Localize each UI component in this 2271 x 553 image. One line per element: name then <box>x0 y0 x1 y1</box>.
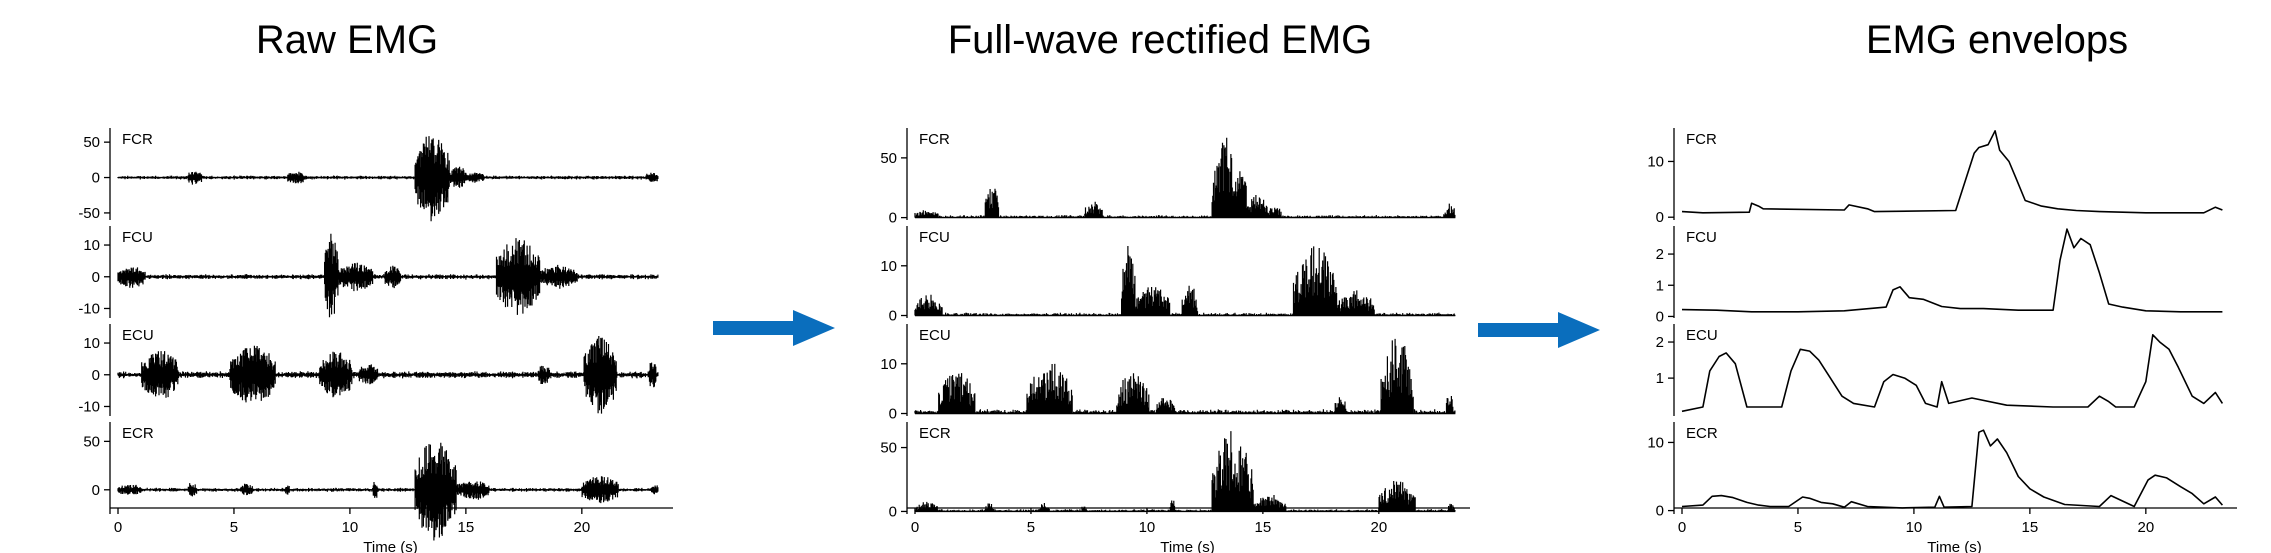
subplot-fcr: 0 10 FCR <box>1647 128 2223 226</box>
y-tick-label: -50 <box>78 205 100 222</box>
subplot-ecr: 0 50 ECR <box>880 422 1456 520</box>
process-arrow-1 <box>713 310 835 346</box>
y-tick-label: 10 <box>83 335 100 352</box>
chart-env: 0 10 FCR 0 1 2 FCU 1 2 ECU 0 10 ECR 0 5 10 15 20 Time (s) <box>1647 128 2237 553</box>
y-tick-label: 50 <box>83 134 100 151</box>
y-tick-label: 0 <box>889 406 897 423</box>
x-tick-label: 15 <box>1255 519 1272 536</box>
x-tick-label: 20 <box>2137 519 2154 536</box>
chart-rect: 0 50 FCR 0 10 FCU 0 10 ECU 0 50 ECR 0 5 10 15 20 Time (s) <box>880 128 1470 553</box>
y-tick-label: 0 <box>1656 503 1664 520</box>
chart-raw: -50 0 50 FCR -10 0 10 FCU -10 0 10 ECU 0 50 ECR 0 5 10 15 2… <box>78 128 673 553</box>
y-tick-label: 50 <box>83 433 100 450</box>
x-tick-label: 10 <box>1139 519 1156 536</box>
y-tick-label: 10 <box>83 237 100 254</box>
y-tick-label: -10 <box>78 398 100 415</box>
envelope-trace <box>1681 228 2223 313</box>
x-tick-label: 0 <box>1678 519 1686 536</box>
channel-label-ecu: ECU <box>1686 327 1718 344</box>
process-arrow-2 <box>1478 312 1600 348</box>
channel-label-ecr: ECR <box>919 425 951 442</box>
y-tick-label: 50 <box>880 150 897 167</box>
envelope-trace <box>1681 334 2224 413</box>
x-tick-label: 15 <box>2022 519 2039 536</box>
y-tick-label: 0 <box>92 367 100 384</box>
channel-label-fcr: FCR <box>122 131 153 148</box>
subplot-fcu: -10 0 10 FCU <box>78 226 659 318</box>
y-tick-label: 0 <box>1656 308 1664 325</box>
channel-label-ecr: ECR <box>122 425 154 442</box>
x-axis-label: Time (s) <box>1927 539 1981 553</box>
x-axis-label: Time (s) <box>363 539 417 553</box>
y-tick-label: 50 <box>880 440 897 457</box>
x-tick-label: 10 <box>1906 519 1923 536</box>
subplot-ecu: 0 10 ECU <box>880 324 1456 423</box>
emg-trace <box>914 246 1456 316</box>
channel-label-fcr: FCR <box>919 131 950 148</box>
x-tick-label: 5 <box>1027 519 1035 536</box>
emg-trace <box>914 338 1456 414</box>
channel-label-fcu: FCU <box>919 229 950 246</box>
y-tick-label: 10 <box>880 356 897 373</box>
envelope-trace <box>1681 429 2224 509</box>
y-tick-label: 10 <box>880 258 897 275</box>
subplot-ecu: -10 0 10 ECU <box>78 324 659 416</box>
y-tick-label: 10 <box>1647 434 1664 451</box>
panel-title-envelopes: EMG envelops <box>1865 18 2129 62</box>
x-tick-label: 5 <box>230 519 238 536</box>
subplot-ecu: 1 2 ECU <box>1656 324 2224 416</box>
emg-trace <box>117 233 659 318</box>
y-tick-label: 1 <box>1656 277 1664 294</box>
x-tick-label: 20 <box>573 519 590 536</box>
subplot-fcr: 0 50 FCR <box>880 128 1456 227</box>
y-tick-label: -10 <box>78 300 100 317</box>
panel-title-raw: Raw EMG <box>255 18 439 62</box>
y-tick-label: 0 <box>889 210 897 227</box>
envelope-trace <box>1681 130 2223 214</box>
y-tick-label: 0 <box>92 269 100 286</box>
x-tick-label: 15 <box>458 519 475 536</box>
channel-label-fcu: FCU <box>122 229 153 246</box>
channel-label-fcu: FCU <box>1686 229 1717 246</box>
y-tick-label: 2 <box>1656 246 1664 263</box>
x-tick-label: 0 <box>911 519 919 536</box>
subplot-fcu: 0 10 FCU <box>880 226 1456 325</box>
y-tick-label: 10 <box>1647 153 1664 170</box>
subplot-fcr: -50 0 50 FCR <box>78 128 659 222</box>
x-tick-label: 5 <box>1794 519 1802 536</box>
x-tick-label: 20 <box>1370 519 1387 536</box>
x-tick-label: 0 <box>114 519 122 536</box>
channel-label-ecr: ECR <box>1686 425 1718 442</box>
channel-label-ecu: ECU <box>919 327 951 344</box>
y-tick-label: 0 <box>92 170 100 187</box>
y-tick-label: 0 <box>1656 209 1664 226</box>
channel-label-fcr: FCR <box>1686 131 1717 148</box>
x-axis-label: Time (s) <box>1160 539 1214 553</box>
channel-label-ecu: ECU <box>122 327 154 344</box>
emg-trace <box>914 431 1456 512</box>
subplot-fcu: 0 1 2 FCU <box>1656 226 2223 325</box>
y-tick-label: 0 <box>92 482 100 499</box>
panel-title-rectified: Full-wave rectified EMG <box>947 18 1373 62</box>
subplot-ecr: 0 10 ECR <box>1647 422 2224 520</box>
emg-trace <box>914 137 1456 218</box>
y-tick-label: 0 <box>889 308 897 325</box>
y-tick-label: 0 <box>889 503 897 520</box>
y-tick-label: 2 <box>1656 334 1664 351</box>
x-tick-label: 10 <box>342 519 359 536</box>
emg-trace <box>117 136 659 222</box>
y-tick-label: 1 <box>1656 370 1664 387</box>
